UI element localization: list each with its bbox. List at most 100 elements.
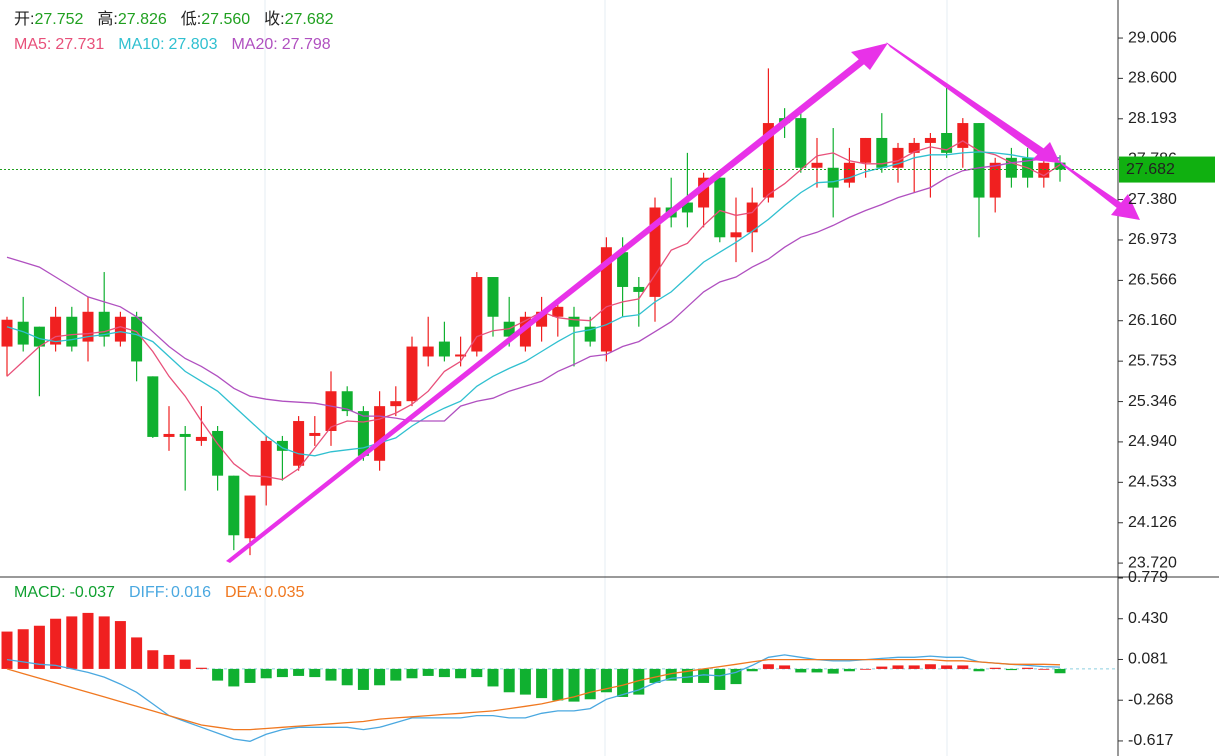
macd-bar [973, 668, 985, 672]
candle-body [519, 316, 531, 347]
candle-body [212, 430, 224, 476]
candle-body [66, 316, 78, 347]
candle-body [730, 232, 742, 238]
y-tick-label: -0.617 [1128, 732, 1173, 749]
candle-body [649, 207, 661, 297]
macd-bar [374, 668, 386, 686]
arrow-head [851, 43, 888, 70]
macd-bar [1022, 667, 1034, 669]
legend-text: 27.803 [169, 36, 218, 53]
candle-body [860, 137, 872, 163]
macd-bar [325, 668, 337, 681]
macd-bar [600, 668, 612, 693]
candle-body [681, 202, 693, 213]
legend-text: 27.731 [55, 36, 104, 53]
macd-bar [924, 664, 936, 669]
arrow-up [226, 52, 872, 563]
macd-bar [114, 621, 126, 669]
candle-body [406, 346, 418, 402]
y-tick-label: 24.533 [1128, 474, 1177, 491]
candle-body [357, 411, 369, 456]
macd-bar [617, 668, 629, 697]
macd-line [6, 658, 1061, 731]
ma-line [6, 151, 1061, 457]
macd-bar [1038, 668, 1050, 670]
macd-bar [82, 612, 94, 669]
y-tick-label: 26.973 [1128, 231, 1177, 248]
candle-body [276, 440, 288, 451]
candle-body [179, 433, 191, 437]
candle-body [843, 162, 855, 183]
macd-bar [357, 668, 369, 690]
legend-text: 27.752 [34, 11, 83, 28]
candle-body [924, 137, 936, 143]
candle-body [374, 406, 386, 461]
candle-body [973, 123, 985, 198]
candle-body [147, 376, 159, 437]
legend-text: 27.826 [118, 11, 167, 28]
y-tick-label: -0.268 [1128, 691, 1173, 708]
candle-body [228, 475, 240, 536]
candle-body [1, 319, 13, 347]
macd-bar [892, 665, 904, 669]
candle-body [568, 316, 580, 327]
candle-body [892, 147, 904, 168]
legend-text: MACD: [14, 584, 66, 601]
macd-bar [147, 650, 159, 669]
legend-text: 0.016 [171, 584, 211, 601]
y-tick-label: 25.753 [1128, 352, 1177, 369]
candle-body [471, 277, 483, 352]
marks [0, 68, 1118, 742]
macd-bar [860, 668, 872, 670]
candle-body [552, 306, 564, 317]
candle-body [584, 326, 596, 342]
candle-body [163, 433, 175, 437]
arrow-head [1111, 194, 1140, 220]
legend-text: 27.560 [201, 11, 250, 28]
candle-body [876, 137, 888, 168]
macd-bar [876, 666, 888, 669]
candle-body [811, 162, 823, 168]
macd-bar [390, 668, 402, 681]
candle-body [600, 247, 612, 352]
macd-bar [908, 665, 920, 669]
legend-text: 27.798 [282, 36, 331, 53]
candle-body [746, 202, 758, 233]
candle-body [908, 142, 920, 153]
macd-bar [843, 668, 855, 672]
candle-body [131, 316, 143, 362]
candle-body [487, 277, 499, 317]
candle-body [1054, 162, 1066, 170]
macd-bar [438, 668, 450, 678]
y-tick-label: 28.600 [1128, 70, 1177, 87]
legend-text: 开: [14, 11, 34, 28]
candle-body [82, 311, 94, 342]
macd-bar [179, 659, 191, 669]
legend-text: MA20: [231, 36, 277, 53]
macd-bar [471, 668, 483, 678]
y-tick-label: 0.081 [1128, 651, 1168, 668]
macd-bar [244, 668, 256, 683]
macd-line [6, 654, 1061, 742]
legend-text: 收: [264, 10, 284, 28]
macd-bar [293, 668, 305, 676]
macd-bar [811, 668, 823, 673]
macd-bar [228, 668, 240, 687]
y-tick-label: 24.126 [1128, 514, 1177, 531]
candle-body [50, 316, 62, 345]
macd-bar [131, 637, 143, 669]
macd-bar [795, 668, 807, 673]
legend-text: 0.035 [264, 584, 304, 601]
candle-body [341, 391, 353, 412]
macd-bar [536, 668, 548, 699]
legend-text: 低: [181, 10, 201, 28]
ohlc-header: 开:27.752 高:27.826 低:27.560 收:27.682 [14, 10, 334, 28]
macd-bar [309, 668, 321, 678]
macd-bar [665, 668, 677, 681]
legend-text: 27.682 [285, 11, 334, 28]
y-tick-label: 25.346 [1128, 393, 1177, 410]
macd-bar [66, 616, 78, 669]
y-tick-label: 24.940 [1128, 433, 1177, 450]
